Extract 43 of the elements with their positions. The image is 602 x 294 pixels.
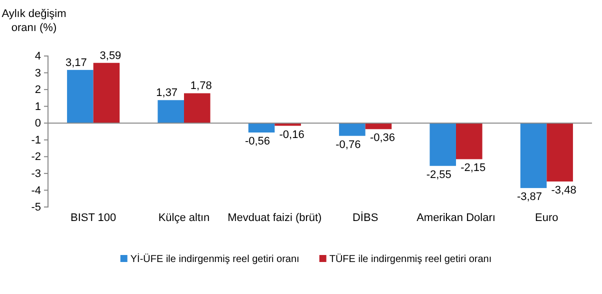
x-tick-label: Euro — [535, 212, 558, 224]
y-tick-label: 3 — [34, 67, 41, 80]
legend-label: Yİ-ÜFE ile indirgenmiş reel getiri oranı — [130, 253, 300, 265]
bar — [67, 70, 94, 124]
bar — [430, 123, 456, 166]
bar — [520, 123, 547, 188]
y-axis-title: Aylık değişim oranı (%) — [2, 8, 66, 34]
bar — [248, 123, 275, 133]
x-tick-label: Amerikan Doları — [416, 212, 496, 224]
y-tick-label: -1 — [31, 134, 41, 146]
y-tick-label: 2 — [34, 84, 41, 96]
data-label: -0,36 — [370, 132, 396, 144]
bar — [184, 93, 210, 124]
data-label: 1,37 — [156, 87, 178, 100]
x-tick-label: BIST 100 — [70, 212, 116, 224]
data-label: -3,87 — [516, 191, 542, 204]
x-tick-label: Mevduat faizi (brüt) — [228, 212, 322, 224]
data-label: 3,59 — [100, 50, 122, 62]
data-label: -2,15 — [460, 162, 486, 174]
bar — [456, 123, 482, 160]
data-label: -0,56 — [244, 136, 270, 148]
bar — [339, 123, 366, 136]
legend-label: TÜFE ile indirgenmiş reel getiri oranı — [329, 253, 492, 265]
y-tick-label: 1 — [34, 100, 41, 113]
y-tick-label: -3 — [31, 168, 41, 180]
bar — [93, 62, 120, 124]
data-label: -2,55 — [426, 168, 452, 181]
data-label: 3,17 — [65, 56, 87, 69]
y-tick-label: -5 — [31, 202, 41, 214]
bar — [365, 123, 392, 130]
y-tick-label: -2 — [31, 151, 41, 164]
data-label: -0,76 — [336, 138, 361, 151]
data-label: 1,78 — [190, 80, 212, 92]
data-label: -0,16 — [279, 128, 304, 141]
bar — [274, 123, 301, 126]
x-tick-label: Külçe altın — [158, 212, 210, 224]
y-tick-label: -4 — [31, 184, 41, 197]
data-label: -3,48 — [551, 184, 576, 196]
y-tick-label: 0 — [34, 118, 41, 130]
x-tick-label: DİBS — [352, 211, 378, 224]
y-tick-label: 4 — [34, 50, 41, 63]
bar — [546, 123, 573, 182]
bar — [158, 100, 184, 124]
